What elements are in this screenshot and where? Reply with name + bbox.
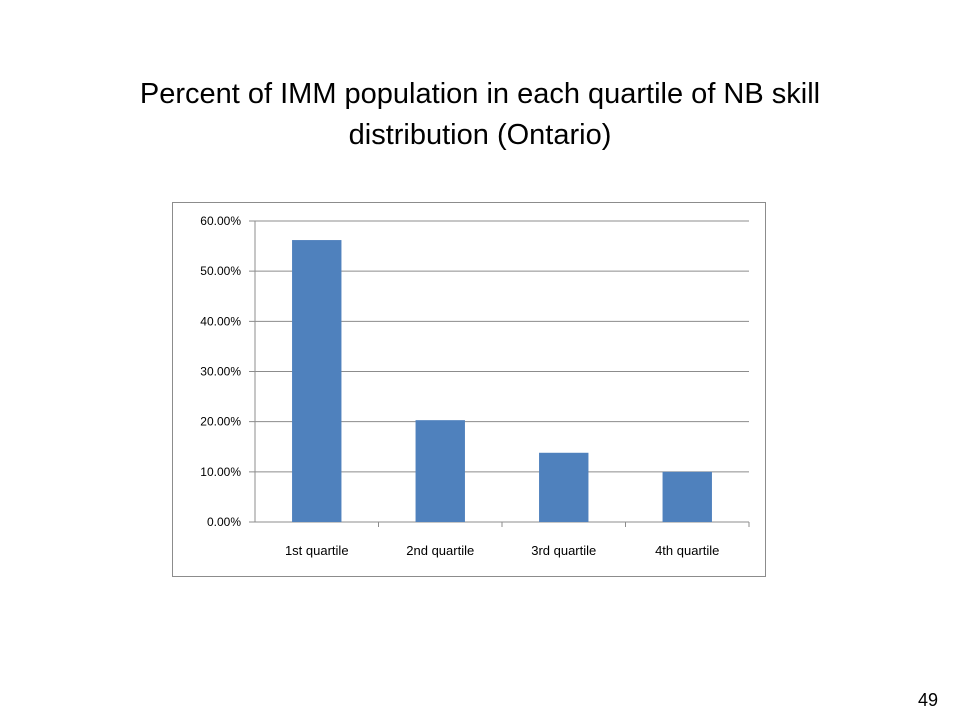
y-tick-label: 60.00% <box>200 214 241 228</box>
bar <box>662 471 712 522</box>
x-tick-label: 4th quartile <box>655 543 719 558</box>
slide-title: Percent of IMM population in each quarti… <box>139 78 821 151</box>
x-tick-label: 3rd quartile <box>531 543 596 558</box>
bar <box>292 240 342 522</box>
bar-chart: 0.00% 10.00% 20.00% 30.00% 40.00% 50.00% 60.00… <box>200 214 750 558</box>
x-tick-label: 1st quartile <box>285 543 349 558</box>
bar <box>415 420 465 522</box>
x-tick-label: 2nd quartile <box>406 543 474 558</box>
y-tick-label: 10.00% <box>200 465 241 479</box>
chart-frame: 0.00% 10.00% 20.00% 30.00% 40.00% 50.00% 60.00… <box>172 202 766 577</box>
page-number: 49 <box>917 690 938 710</box>
y-tick-label: 50.00% <box>200 264 241 278</box>
y-tick-label: 30.00% <box>200 365 241 379</box>
y-tick-label: 0.00% <box>207 515 241 529</box>
bar <box>539 452 589 522</box>
y-tick-label: 20.00% <box>200 415 241 429</box>
y-tick-label: 40.00% <box>200 314 241 328</box>
